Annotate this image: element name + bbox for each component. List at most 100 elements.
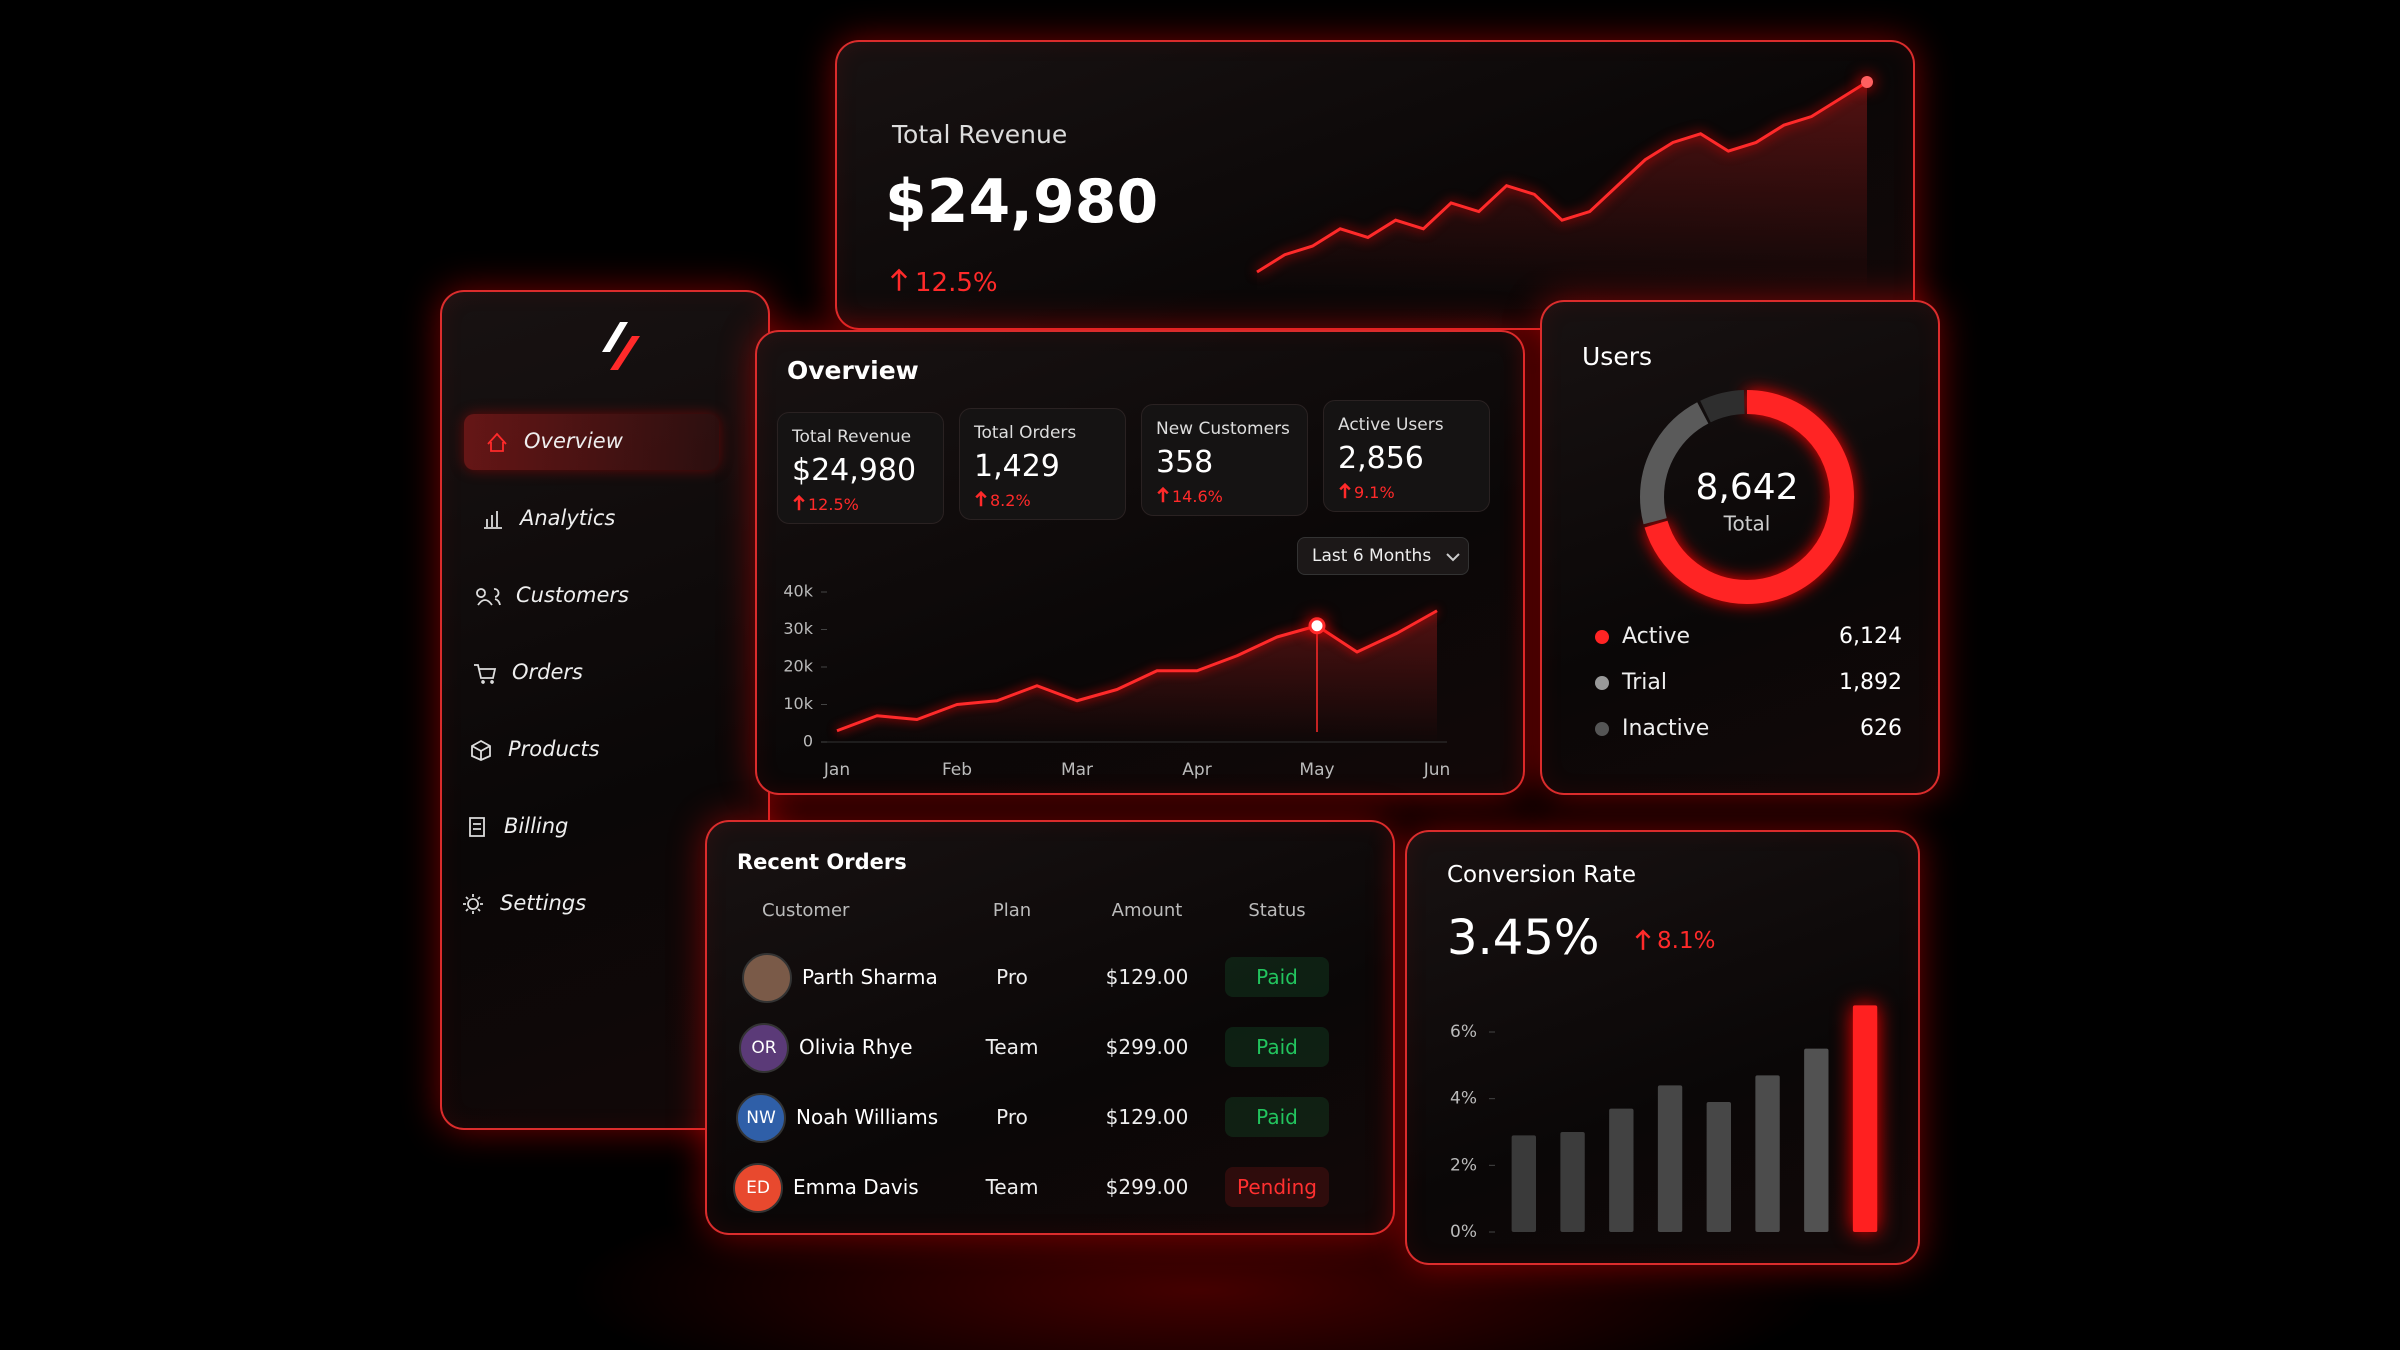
- y-tick-label: 0%: [1450, 1222, 1477, 1242]
- amount: $299.00: [1105, 1035, 1189, 1059]
- chevron-icon: [1446, 553, 1460, 562]
- kpi-label: New Customers: [1156, 419, 1290, 439]
- nav-item[interactable]: Products: [448, 722, 703, 778]
- sparkline-area: [1257, 82, 1867, 292]
- table-header: Amount: [1111, 900, 1183, 921]
- conversion-card: Conversion Rate 3.45% 8.1% 0% 2% 4% 6%: [1405, 830, 1920, 1265]
- nav-item[interactable]: Billing: [444, 799, 699, 855]
- bar: [1706, 1102, 1731, 1232]
- highlight-point: [1308, 617, 1326, 635]
- legend-value: 6,124: [1839, 624, 1902, 649]
- plan: Team: [985, 1175, 1039, 1199]
- nav-label: Customers: [516, 583, 629, 607]
- table-header: Plan: [992, 900, 1032, 921]
- bar: [1755, 1075, 1780, 1232]
- graphic: [469, 817, 485, 837]
- amount: $299.00: [1105, 1175, 1189, 1199]
- range-label: Last 6 Months: [1312, 546, 1432, 566]
- overview-card: Overview Total Revenue $24,980 12.5% Total O…: [755, 330, 1525, 795]
- kpi-box: Total Revenue $24,980 12.5%: [777, 412, 944, 524]
- kpi-label: Total Orders: [974, 423, 1077, 443]
- nav-item[interactable]: Customers: [456, 568, 711, 624]
- sparkline-end: [1861, 76, 1873, 88]
- nav-item[interactable]: Analytics: [460, 491, 715, 547]
- conversion-change: 8.1%: [1657, 928, 1716, 954]
- graphic: [1157, 486, 1169, 503]
- card-title: Conversion Rate: [1447, 862, 1636, 888]
- y-tick-label: 2%: [1450, 1155, 1477, 1175]
- customer-name: Parth Sharma: [802, 965, 938, 989]
- up-arrow-icon: [1339, 482, 1351, 499]
- amount: $129.00: [1105, 1105, 1189, 1129]
- status: Paid: [1256, 965, 1298, 989]
- status: Pending: [1237, 1175, 1317, 1199]
- y-tick-label: 40k: [783, 582, 813, 601]
- card-title: Recent Orders: [737, 850, 907, 874]
- status: Paid: [1256, 1105, 1298, 1129]
- avatar-initials: OR: [751, 1038, 777, 1058]
- customer-name: Emma Davis: [793, 1175, 919, 1199]
- plan: Pro: [996, 965, 1028, 989]
- plan: Team: [985, 1035, 1039, 1059]
- donut-segment: [1640, 390, 1854, 604]
- nav-item[interactable]: Settings: [440, 876, 695, 932]
- status-pill: Paid: [1225, 957, 1329, 997]
- nav-icon: [487, 432, 507, 452]
- x-tick-label: Jun: [1423, 760, 1451, 780]
- kpi-value: 2,856: [1338, 441, 1424, 476]
- donut-total-label: Total: [1723, 512, 1771, 536]
- graphic: [1446, 553, 1460, 562]
- graphic: [484, 511, 502, 529]
- up-arrow-icon: [1157, 486, 1169, 503]
- y-tick-label: 4%: [1450, 1089, 1477, 1109]
- nav-label: Overview: [524, 429, 623, 453]
- legend-value: 1,892: [1839, 670, 1902, 695]
- customer-name: Noah Williams: [796, 1105, 939, 1129]
- revenue-change: 12.5%: [915, 268, 998, 298]
- bar: [1560, 1132, 1585, 1232]
- graphic: [890, 268, 908, 291]
- nav-icon: [484, 511, 502, 529]
- nav-item[interactable]: Orders: [452, 645, 707, 701]
- up-arrow-icon: [793, 494, 805, 511]
- legend-label: Inactive: [1622, 716, 1709, 741]
- kpi-label: Active Users: [1338, 415, 1444, 435]
- bar: [1852, 1005, 1878, 1232]
- orders-card: Recent Orders Customer Plan Amount Status Par…: [705, 820, 1395, 1235]
- kpi-value: 1,429: [974, 449, 1060, 484]
- bar: [1804, 1048, 1829, 1232]
- bar: [1657, 1085, 1683, 1232]
- graphic: [793, 494, 805, 511]
- logo-mark: [602, 322, 628, 352]
- customer-name: Olivia Rhye: [799, 1035, 913, 1059]
- card-title: Overview: [787, 356, 919, 385]
- donut-segment: [1640, 390, 1854, 604]
- avatar: [742, 953, 792, 1003]
- nav-icon: [469, 817, 485, 837]
- kpi-label: Total Revenue: [792, 427, 912, 447]
- kpi-change: 8.2%: [990, 491, 1031, 510]
- y-tick-label: 6%: [1450, 1022, 1477, 1042]
- card-title: Total Revenue: [892, 120, 1068, 149]
- line-area: [837, 610, 1437, 742]
- graphic: [474, 664, 497, 684]
- card-title: Users: [1582, 342, 1653, 371]
- x-tick-label: Apr: [1182, 760, 1211, 780]
- graphic: [1339, 482, 1351, 499]
- nav-label: Billing: [504, 814, 569, 838]
- y-tick-label: 30k: [783, 619, 813, 638]
- nav-label: Orders: [512, 660, 583, 684]
- kpi-value: 358: [1156, 445, 1214, 480]
- graphic: 0% 2% 4% 6%: [1450, 1005, 1878, 1242]
- kpi-box: Active Users 2,856 9.1%: [1323, 400, 1490, 512]
- range-dropdown[interactable]: Last 6 Months: [1297, 537, 1469, 575]
- legend-dot: [1595, 676, 1609, 690]
- plan: Pro: [996, 1105, 1028, 1129]
- up-arrow-icon: [890, 268, 908, 291]
- status-pill: Paid: [1225, 1027, 1329, 1067]
- legend-label: Active: [1622, 624, 1690, 649]
- nav-item[interactable]: Overview: [464, 414, 719, 470]
- revenue-value: $24,980: [885, 167, 1159, 237]
- line: [836, 609, 1438, 733]
- avatar-initials: NW: [746, 1108, 776, 1128]
